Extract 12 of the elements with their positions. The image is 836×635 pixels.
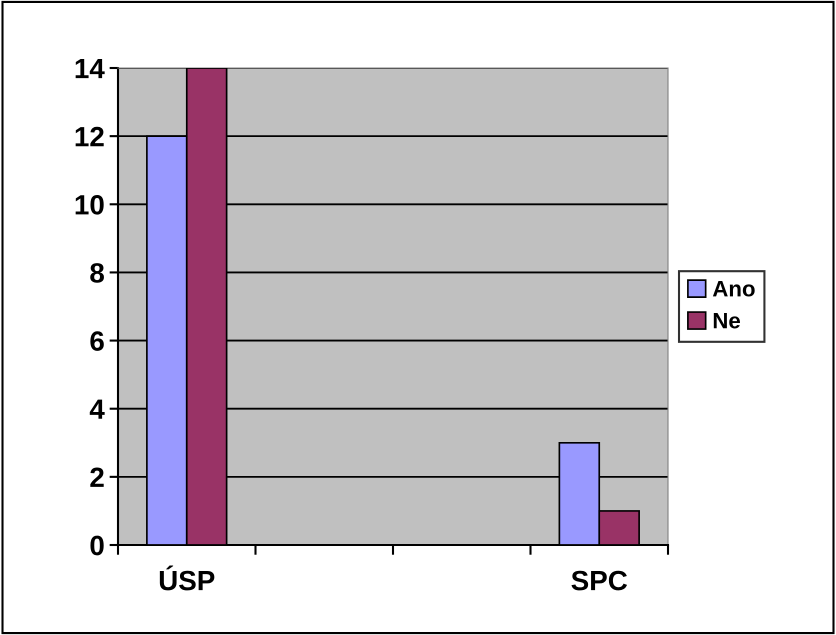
y-tick-label: 10 [76,194,104,215]
y-tick-label: 4 [90,400,105,419]
legend-label: Ne [714,312,740,328]
x-tick-label: SPC [571,570,628,590]
y-tick-label: 8 [90,263,104,283]
y-tick-label: 2 [90,468,104,487]
y-tick-label: 14 [76,58,105,78]
y-tick-label: 0 [90,536,104,556]
y-tick-label: 6 [90,331,104,351]
y-tick-label: 12 [76,126,104,146]
x-tick-label: ÚSP [160,566,214,590]
legend-label: Ano [712,281,755,297]
